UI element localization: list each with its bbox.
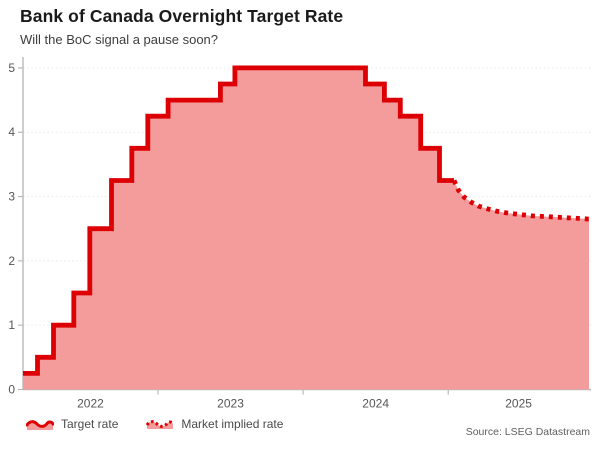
y-tick-label: 5 (8, 61, 15, 75)
x-year-label: 2024 (362, 397, 389, 411)
chart-title: Bank of Canada Overnight Target Rate (20, 6, 344, 26)
target-rate-legend-icon (26, 419, 54, 430)
y-tick-label: 0 (8, 383, 15, 397)
source-credit: Source: LSEG Datastream (465, 426, 590, 438)
rate-area-fill (23, 67, 589, 390)
legend: Target rate Market implied rate (26, 417, 283, 431)
x-year-label: 2022 (77, 397, 104, 411)
x-year-label: 2023 (217, 397, 244, 411)
target-rate-line (23, 65, 454, 376)
market-implied-legend-icon (146, 419, 175, 429)
x-year-label: 2025 (505, 397, 532, 411)
y-tick-label: 3 (8, 190, 15, 204)
legend-item-target-rate: Target rate (26, 417, 118, 431)
legend-label: Market implied rate (181, 417, 284, 431)
legend-label: Target rate (61, 417, 119, 431)
y-tick-label: 1 (8, 318, 15, 332)
legend-item-market-implied-rate: Market implied rate (146, 417, 283, 431)
y-tick-label: 4 (8, 125, 15, 139)
chart-subtitle: Will the BoC signal a pause soon? (20, 32, 219, 47)
y-tick-label: 2 (8, 254, 15, 268)
